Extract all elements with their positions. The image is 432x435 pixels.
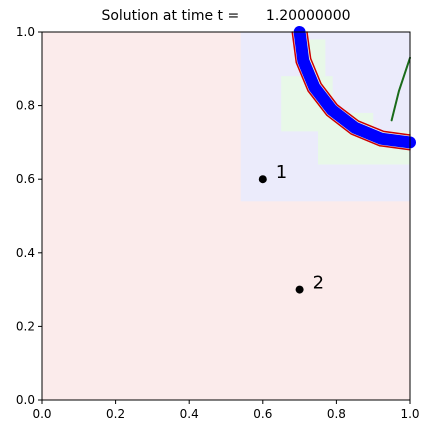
gauge-label: 1: [276, 162, 287, 183]
contour-line: [390, 56, 411, 122]
x-tick-label: 1.0: [400, 407, 419, 421]
y-tick-label: 1.0: [16, 25, 35, 39]
y-tick-label: 0.2: [16, 319, 35, 333]
gauge-label: 2: [313, 273, 324, 294]
chart-title: Solution at time t = 1.20000000: [101, 8, 350, 24]
y-tick-label: 0.0: [16, 393, 35, 407]
x-tick-label: 0.0: [32, 407, 51, 421]
gauge-point: [295, 285, 304, 294]
y-tick-label: 0.6: [16, 172, 35, 186]
y-tick-label: 0.8: [16, 99, 35, 113]
x-tick-label: 0.8: [327, 407, 346, 421]
contour-line: [291, 31, 411, 151]
x-tick-label: 0.2: [106, 407, 125, 421]
contour-line: [293, 26, 416, 149]
axes-frame: [41, 31, 411, 401]
gauge-point: [258, 175, 267, 184]
y-tick-label: 0.4: [16, 246, 35, 260]
contour-line: [306, 31, 411, 136]
x-tick-label: 0.4: [180, 407, 199, 421]
x-tick-label: 0.6: [253, 407, 272, 421]
